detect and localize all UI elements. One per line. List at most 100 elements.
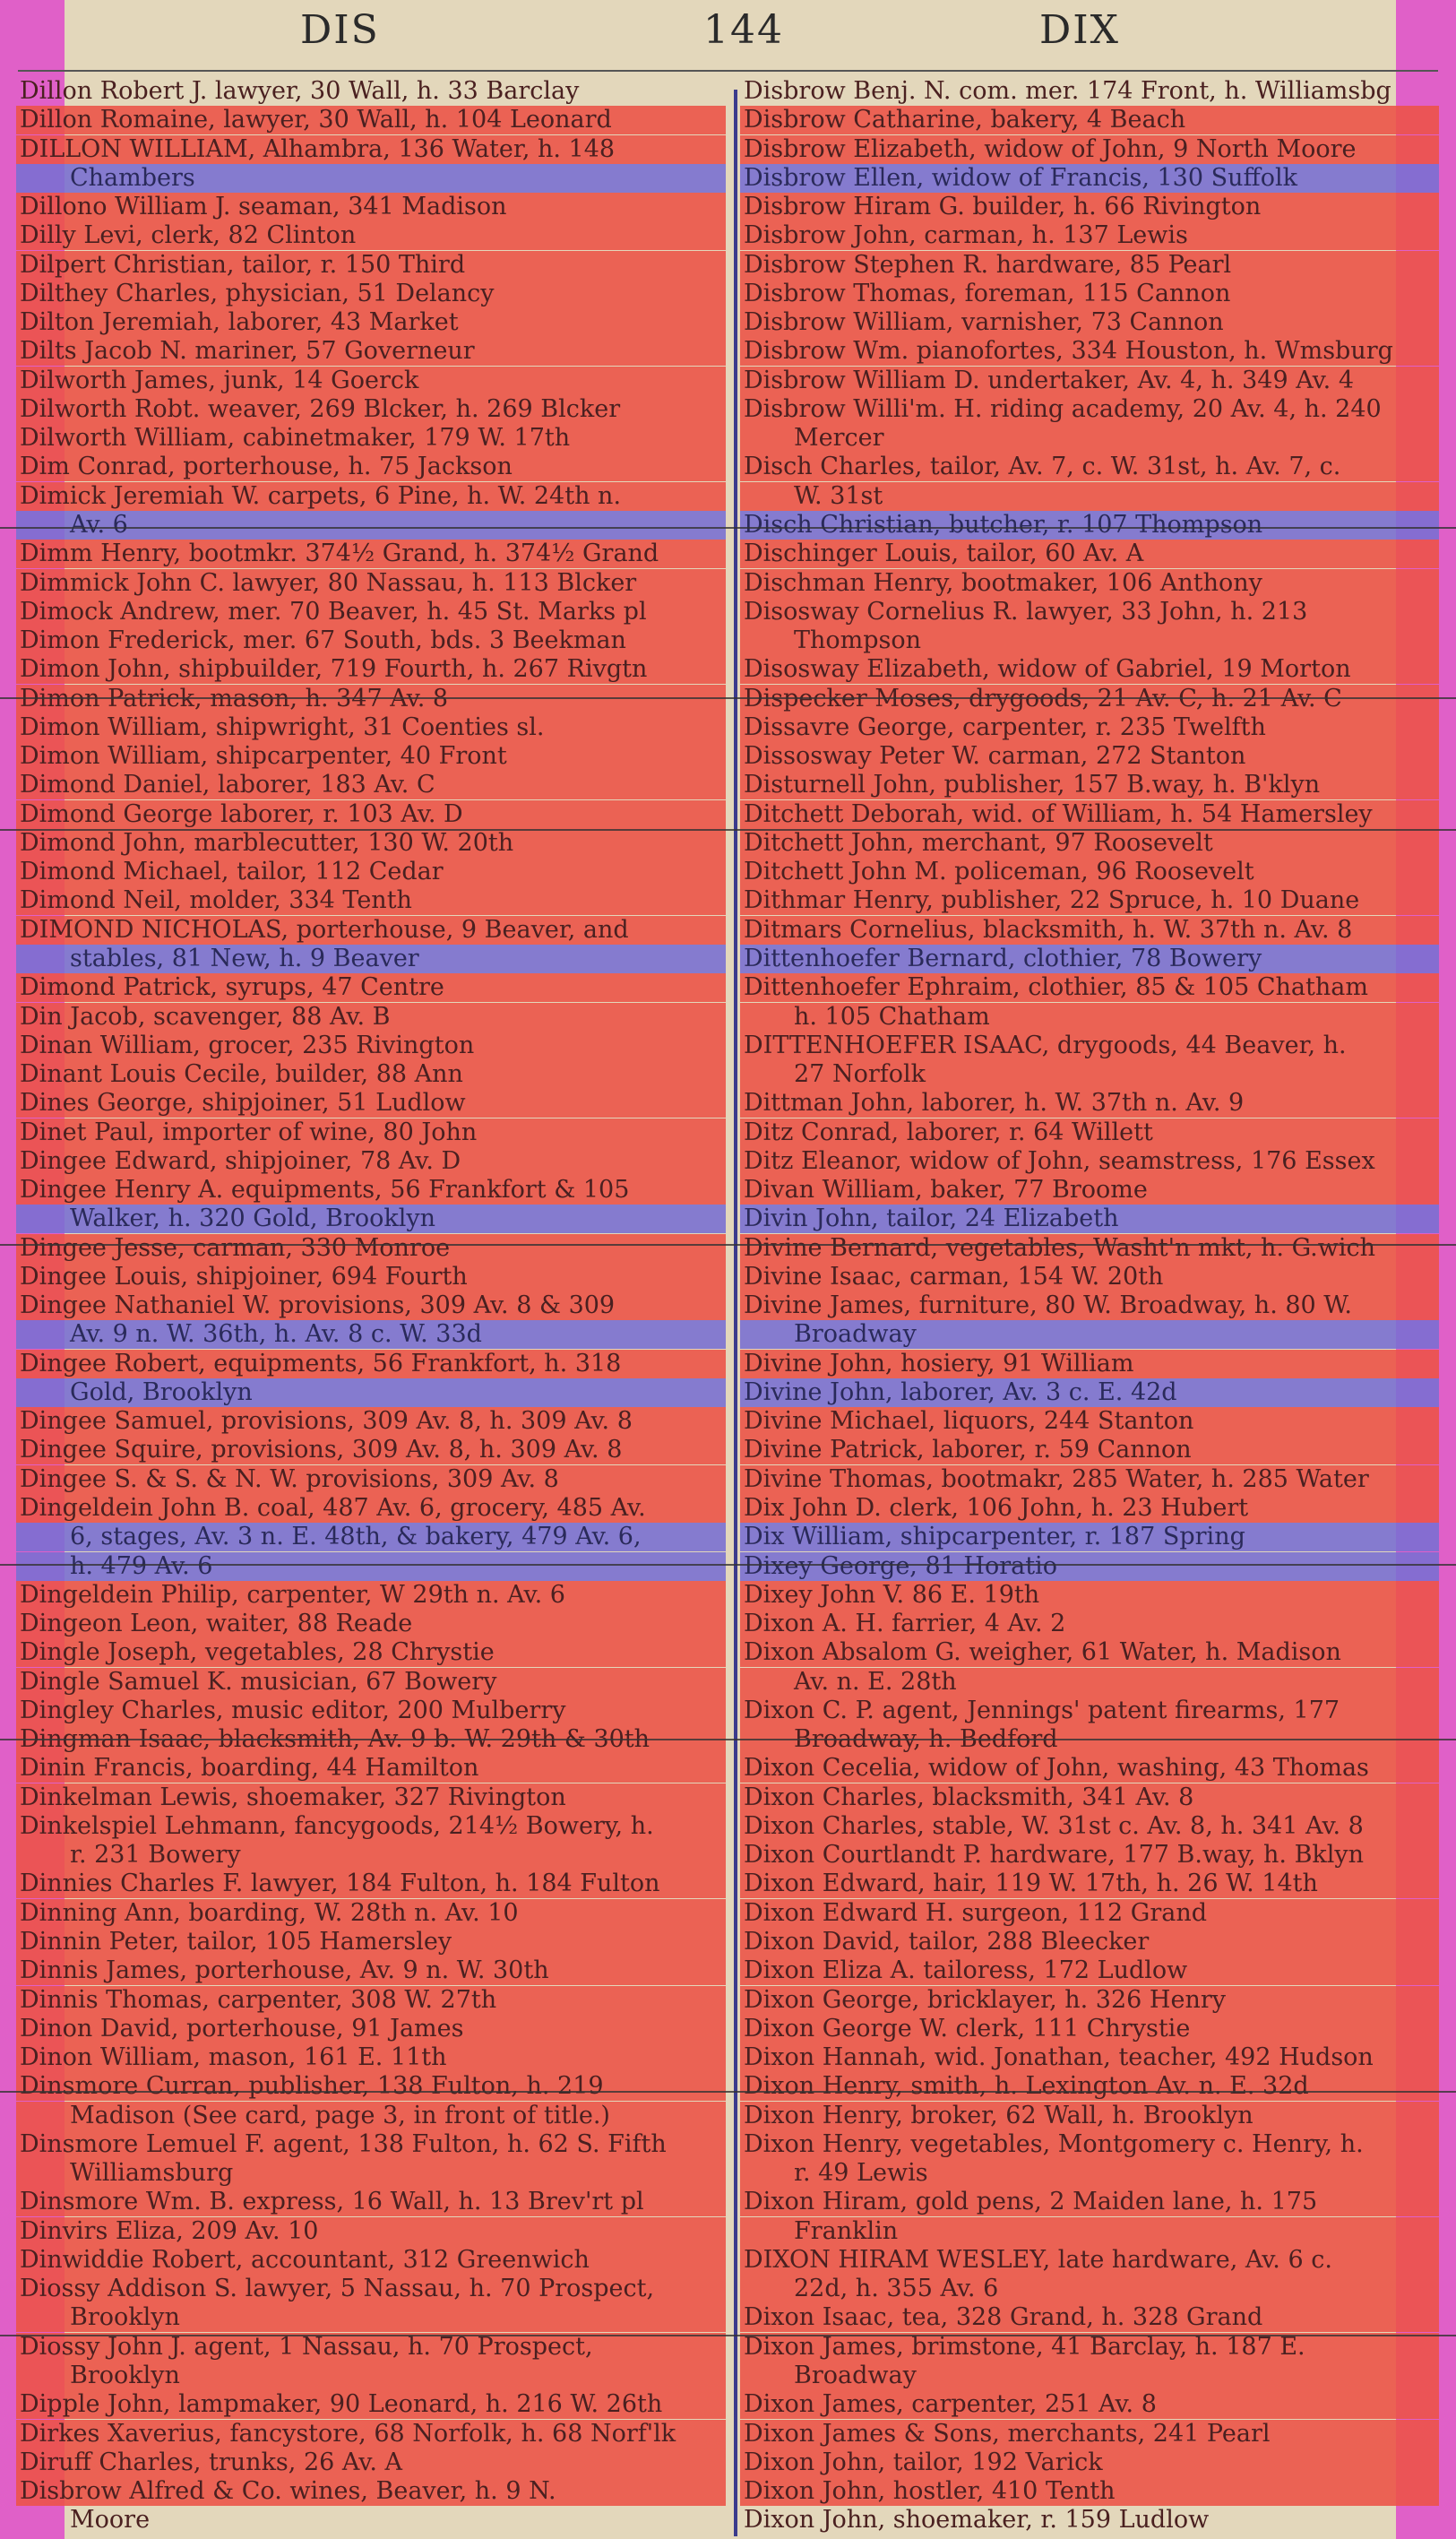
directory-entry: Divine John, laborer, Av. 3 c. E. 42d: [740, 1377, 1439, 1407]
directory-entry: Dinvirs Eliza, 209 Av. 10: [16, 2216, 726, 2246]
directory-entry: Dingle Joseph, vegetables, 28 Chrystie: [16, 1638, 726, 1668]
directory-entry: Dirkes Xaverius, fancystore, 68 Norfolk,…: [16, 2419, 726, 2448]
directory-entry: Dithmar Henry, publisher, 22 Spruce, h. …: [740, 886, 1439, 916]
directory-entry: Dinkelman Lewis, shoemaker, 327 Rivingto…: [16, 1783, 726, 1812]
directory-entry: Dixon Henry, vegetables, Montgomery c. H…: [740, 2129, 1439, 2159]
directory-entry: Dinning Ann, boarding, W. 28th n. Av. 10: [16, 1898, 726, 1928]
directory-entry: Divine Patrick, laborer, r. 59 Cannon: [740, 1436, 1439, 1465]
directory-entry: Disbrow Ellen, widow of Francis, 130 Suf…: [740, 163, 1439, 193]
directory-entry: Dim Conrad, porterhouse, h. 75 Jackson: [16, 453, 726, 482]
directory-entry: Dimond Neil, molder, 334 Tenth: [16, 886, 726, 916]
directory-entry: Dingle Samuel K. musician, 67 Bowery: [16, 1667, 726, 1697]
directory-entry: Dixey George, 81 Horatio: [740, 1551, 1439, 1581]
page-number: 144: [703, 7, 784, 53]
directory-entry: Dinnis Thomas, carpenter, 308 W. 27th: [16, 1985, 726, 2015]
directory-entry-continuation: Thompson: [740, 626, 1439, 656]
directory-entry: DITTENHOEFER ISAAC, drygoods, 44 Beaver,…: [740, 1031, 1439, 1060]
directory-entry: Dinon David, porterhouse, 91 James: [16, 2014, 726, 2043]
header-right-guide-word: DIX: [1039, 7, 1120, 53]
directory-entry: Disosway Elizabeth, widow of Gabriel, 19…: [740, 655, 1439, 685]
directory-entry: Divine Bernard, vegetables, Washt'n mkt,…: [740, 1233, 1439, 1263]
scan-line: [0, 2091, 1456, 2093]
directory-entry: Dixon Isaac, tea, 328 Grand, h. 328 Gran…: [740, 2303, 1439, 2333]
directory-entry: Dilton Jeremiah, laborer, 43 Market: [16, 308, 726, 338]
directory-entry: Dimick Jeremiah W. carpets, 6 Pine, h. W…: [16, 481, 726, 511]
directory-entry-continuation: Mercer: [740, 424, 1439, 453]
directory-entry: Dilts Jacob N. mariner, 57 Governeur: [16, 337, 726, 367]
directory-entry: Disbrow Stephen R. hardware, 85 Pearl: [740, 250, 1439, 280]
directory-entry-continuation: Gold, Brooklyn: [16, 1377, 726, 1407]
directory-entry-continuation: Williamsburg: [16, 2159, 726, 2189]
directory-entry-continuation: Av. n. E. 28th: [740, 1667, 1439, 1697]
directory-entry: Dixon George, bricklayer, h. 326 Henry: [740, 1985, 1439, 2015]
directory-entry: Dimm Henry, bootmkr. 374½ Grand, h. 374½…: [16, 540, 726, 569]
directory-entry: Dimond George laborer, r. 103 Av. D: [16, 799, 726, 829]
directory-entry: Dinwiddie Robert, accountant, 312 Greenw…: [16, 2245, 726, 2275]
directory-entry-continuation: Broadway: [740, 2361, 1439, 2390]
scan-line: [0, 697, 1456, 699]
directory-entry-continuation: 22d, h. 355 Av. 6: [740, 2275, 1439, 2304]
scan-line: [0, 2335, 1456, 2336]
directory-entry-continuation: stables, 81 New, h. 9 Beaver: [16, 944, 726, 973]
directory-entry: Diruff Charles, trunks, 26 Av. A: [16, 2448, 726, 2477]
directory-entry: Disbrow Hiram G. builder, h. 66 Rivingto…: [740, 193, 1439, 222]
directory-entry: Disbrow William D. undertaker, Av. 4, h.…: [740, 366, 1439, 395]
directory-entry: Ditz Eleanor, widow of John, seamstress,…: [740, 1146, 1439, 1176]
directory-entry: Dingeldein Philip, carpenter, W 29th n. …: [16, 1580, 726, 1610]
directory-entry: Dimon William, shipcarpenter, 40 Front: [16, 742, 726, 772]
directory-entry-continuation: Av. 6: [16, 510, 726, 540]
directory-entry: Dingee Edward, shipjoiner, 78 Av. D: [16, 1146, 726, 1176]
directory-entry: Dixon Hiram, gold pens, 2 Maiden lane, h…: [740, 2188, 1439, 2217]
directory-entry: Disturnell John, publisher, 157 B.way, h…: [740, 771, 1439, 800]
directory-entry: Dimond John, marblecutter, 130 W. 20th: [16, 828, 726, 858]
directory-entry: Dingee Squire, provisions, 309 Av. 8, h.…: [16, 1436, 726, 1465]
directory-entry: Divine John, hosiery, 91 William: [740, 1349, 1439, 1378]
directory-entry: DIXON HIRAM WESLEY, late hardware, Av. 6…: [740, 2245, 1439, 2275]
directory-entry: Dingee Henry A. equipments, 56 Frankfort…: [16, 1176, 726, 1205]
scan-line: [0, 527, 1456, 529]
directory-entry: Dinan William, grocer, 235 Rivington: [16, 1031, 726, 1060]
directory-entry: Dingeon Leon, waiter, 88 Reade: [16, 1610, 726, 1639]
directory-entry-continuation: Chambers: [16, 163, 726, 193]
directory-entry: Dissavre George, carpenter, r. 235 Twelf…: [740, 712, 1439, 742]
directory-entry: Dingeldein John B. coal, 487 Av. 6, groc…: [16, 1494, 726, 1524]
directory-entry: Dilworth Robt. weaver, 269 Blcker, h. 26…: [16, 394, 726, 424]
directory-entry: Dilthey Charles, physician, 51 Delancy: [16, 279, 726, 308]
directory-entry: Diossy John J. agent, 1 Nassau, h. 70 Pr…: [16, 2332, 726, 2362]
directory-entry: Disbrow William, varnisher, 73 Cannon: [740, 308, 1439, 338]
directory-entry: Disbrow Catharine, bakery, 4 Beach: [740, 106, 1439, 135]
directory-entry: Dixon James & Sons, merchants, 241 Pearl: [740, 2419, 1439, 2448]
scan-line: [0, 1739, 1456, 1740]
directory-entry: Din Jacob, scavenger, 88 Av. B: [16, 1002, 726, 1032]
directory-entry: Dingee Nathaniel W. provisions, 309 Av. …: [16, 1291, 726, 1321]
directory-entry: Dinin Francis, boarding, 44 Hamilton: [16, 1754, 726, 1783]
directory-entry: Dixon Edward, hair, 119 W. 17th, h. 26 W…: [740, 1870, 1439, 1899]
directory-entry: Dinsmore Lemuel F. agent, 138 Fulton, h.…: [16, 2129, 726, 2159]
directory-entry: Dixey John V. 86 E. 19th: [740, 1580, 1439, 1610]
directory-entry-continuation: Broadway: [740, 1320, 1439, 1350]
directory-entry: Dittenhoefer Ephraim, clothier, 85 & 105…: [740, 973, 1439, 1003]
directory-entry-continuation: Franklin: [740, 2216, 1439, 2246]
directory-entry: Dixon Henry, smith, h. Lexington Av. n. …: [740, 2072, 1439, 2102]
directory-entry: Dilworth James, junk, 14 Goerck: [16, 366, 726, 395]
directory-entry: Dischinger Louis, tailor, 60 Av. A: [740, 540, 1439, 569]
directory-entry: Dix John D. clerk, 106 John, h. 23 Huber…: [740, 1494, 1439, 1524]
directory-entry: Ditmars Cornelius, blacksmith, h. W. 37t…: [740, 915, 1439, 945]
directory-entry: Dixon Hannah, wid. Jonathan, teacher, 49…: [740, 2043, 1439, 2073]
directory-entry: Dillon Romaine, lawyer, 30 Wall, h. 104 …: [16, 106, 726, 135]
directory-entry: Dillono William J. seaman, 341 Madison: [16, 193, 726, 222]
directory-entry: Dinet Paul, importer of wine, 80 John: [16, 1118, 726, 1147]
directory-entry: Dixon Charles, stable, W. 31st c. Av. 8,…: [740, 1811, 1439, 1841]
directory-entry: Divine Isaac, carman, 154 W. 20th: [740, 1262, 1439, 1291]
directory-entry: Diossy Addison S. lawyer, 5 Nassau, h. 7…: [16, 2275, 726, 2304]
directory-entry: Disbrow Wm. pianofortes, 334 Houston, h.…: [740, 337, 1439, 367]
directory-entry: Dixon James, brimstone, 41 Barclay, h. 1…: [740, 2332, 1439, 2362]
directory-entry-continuation: Av. 9 n. W. 36th, h. Av. 8 c. W. 33d: [16, 1320, 726, 1350]
directory-entry: Disbrow Elizabeth, widow of John, 9 Nort…: [740, 134, 1439, 164]
page-header: DIS 144 DIX: [0, 0, 1456, 72]
directory-entry: Dixon Courtlandt P. hardware, 177 B.way,…: [740, 1841, 1439, 1870]
directory-entry: Dinsmore Wm. B. express, 16 Wall, h. 13 …: [16, 2188, 726, 2217]
directory-entry-continuation: Brooklyn: [16, 2361, 726, 2390]
directory-entry: Dinsmore Curran, publisher, 138 Fulton, …: [16, 2072, 726, 2102]
